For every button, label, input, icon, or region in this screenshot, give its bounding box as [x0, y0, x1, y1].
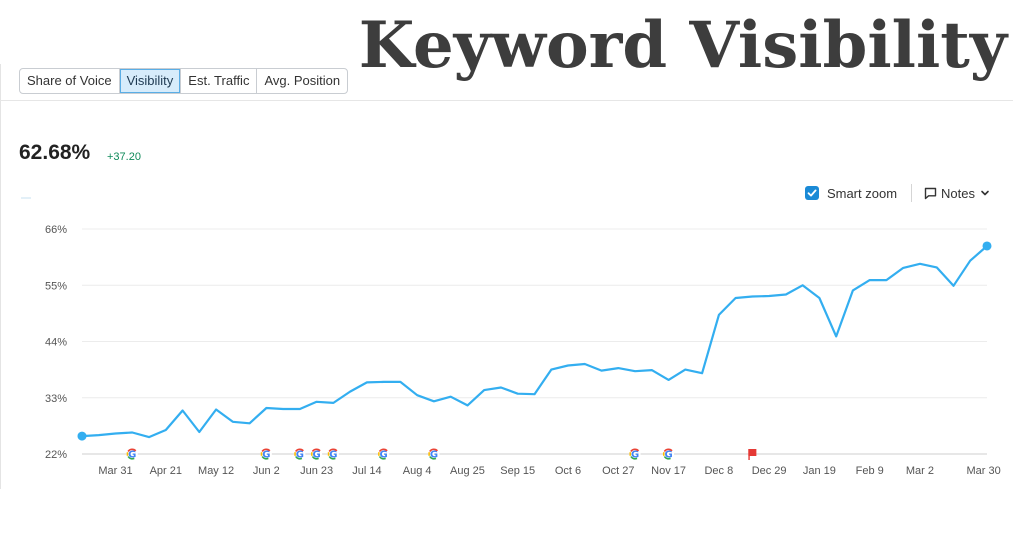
x-tick-label: Aug 25	[450, 465, 485, 477]
google-update-icon[interactable]: G	[327, 448, 339, 461]
svg-text:G: G	[631, 450, 639, 461]
svg-text:G: G	[128, 450, 136, 461]
x-tick-label: Oct 27	[602, 465, 634, 477]
tab-est-traffic[interactable]: Est. Traffic	[181, 69, 258, 93]
x-tick-label: Nov 17	[651, 465, 686, 477]
x-tick-label: Jun 23	[300, 465, 333, 477]
notes-dropdown[interactable]: Notes	[924, 186, 995, 201]
x-tick-label: Dec 8	[704, 465, 733, 477]
header-divider	[0, 100, 1013, 101]
google-update-icon[interactable]: G	[378, 448, 390, 461]
y-tick-label: 33%	[45, 393, 67, 405]
smart-zoom-checkbox[interactable]	[804, 186, 819, 200]
y-tick-label: 55%	[45, 280, 67, 292]
note-flag-icon[interactable]	[748, 449, 757, 460]
x-tick-label: Oct 6	[555, 465, 581, 477]
page-title: Keyword Visibility	[358, 8, 1007, 83]
x-tick-label: Jan 19	[803, 465, 836, 477]
google-update-icon[interactable]: G	[662, 448, 675, 461]
svg-text:G: G	[313, 450, 321, 461]
x-tick-label: Dec 29	[752, 465, 787, 477]
note-icon	[924, 187, 937, 199]
visibility-chart: 66% 55% 44% 33% 22% Mar 31 Apr 21 May 12 Jun 2 J…	[45, 224, 1001, 477]
series-start-point[interactable]	[77, 431, 87, 441]
tab-avg-position[interactable]: Avg. Position	[264, 73, 341, 88]
x-tick-label: Mar 31	[98, 465, 132, 477]
y-tick-label: 22%	[45, 449, 67, 461]
metric-delta: +37.20	[107, 151, 141, 163]
notes-label: Notes	[941, 185, 975, 201]
svg-text:G: G	[380, 450, 388, 461]
x-tick-label: May 12	[198, 465, 234, 477]
legend-swatch	[21, 197, 31, 199]
x-tick-label: Aug 4	[403, 465, 432, 477]
svg-text:G: G	[664, 450, 672, 461]
checkmark-icon	[807, 189, 817, 197]
google-update-icon[interactable]: G	[294, 448, 306, 461]
x-tick-label: Mar 30	[967, 465, 1001, 477]
x-tick-label: Jul 14	[352, 465, 381, 477]
svg-text:G: G	[296, 450, 304, 461]
tab-share-of-voice[interactable]: Share of Voice	[20, 69, 120, 93]
google-update-icon[interactable]: G	[260, 448, 272, 461]
google-update-icon[interactable]: G	[629, 448, 641, 461]
visibility-series-line	[80, 244, 989, 439]
metric-value: 62.68%	[19, 141, 91, 164]
left-border	[0, 64, 1, 489]
x-tick-label: Jun 2	[253, 465, 280, 477]
chart-controls: Smart zoom Notes	[804, 184, 995, 202]
svg-text:G: G	[262, 450, 270, 461]
series-end-point[interactable]	[982, 241, 992, 251]
x-tick-label: Sep 15	[500, 465, 535, 477]
smart-zoom-label[interactable]: Smart zoom	[826, 185, 898, 201]
x-tick-label: Feb 9	[856, 465, 884, 477]
tab-visibility[interactable]: Visibility	[119, 69, 182, 93]
svg-text:G: G	[329, 450, 337, 461]
google-update-icon[interactable]: G	[126, 448, 138, 461]
y-tick-label: 44%	[45, 337, 67, 349]
metric-tabs: Share of Voice Visibility Est. Traffic A…	[19, 68, 349, 94]
controls-separator	[911, 184, 913, 202]
x-tick-label: Mar 2	[906, 465, 934, 477]
chevron-down-icon	[981, 190, 989, 196]
x-tick-label: Apr 21	[150, 465, 182, 477]
y-tick-label: 66%	[45, 224, 67, 236]
google-update-icon[interactable]: G	[311, 448, 323, 461]
google-update-icon[interactable]: G	[428, 448, 440, 461]
svg-text:G: G	[430, 450, 438, 461]
